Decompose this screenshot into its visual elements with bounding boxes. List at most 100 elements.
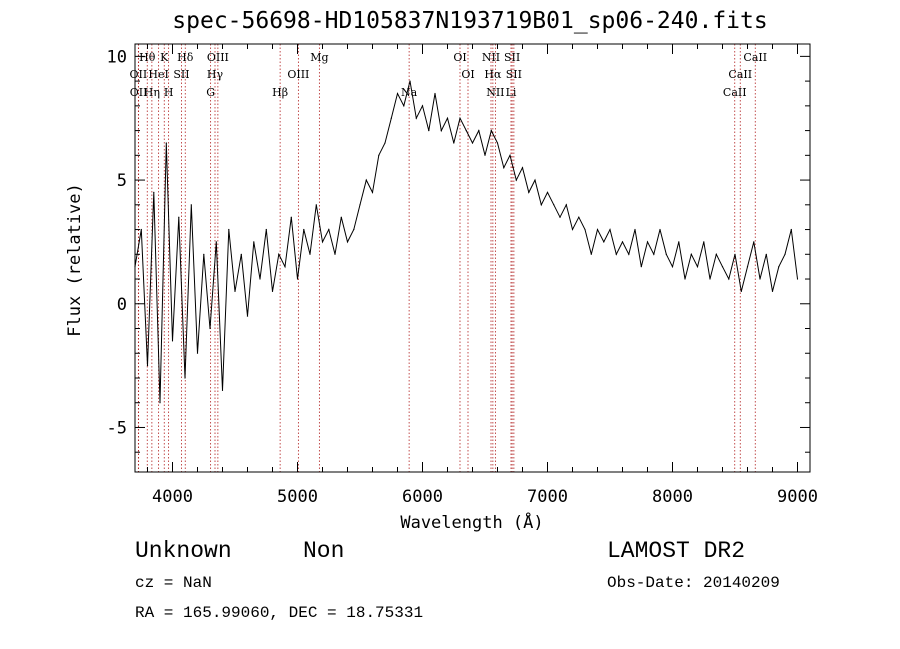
- data-point: [478, 130, 480, 132]
- data-point: [328, 228, 330, 231]
- data-point: [203, 253, 205, 255]
- line-label: SII: [506, 68, 522, 81]
- data-point: [221, 389, 224, 391]
- data-point: [540, 204, 542, 206]
- data-point: [303, 228, 305, 231]
- line-label: SII: [504, 51, 520, 64]
- line-label: SII: [173, 68, 189, 81]
- data-point: [371, 191, 374, 193]
- data-point: [290, 216, 292, 218]
- data-point: [534, 179, 536, 181]
- redshift-cz: cz = NaN: [135, 574, 212, 592]
- line-label: NII: [486, 86, 504, 99]
- data-point: [653, 253, 655, 255]
- observation-date: Obs-Date: 20140209: [607, 574, 780, 592]
- line-label: Hθ: [139, 51, 156, 64]
- data-point: [484, 154, 486, 156]
- object-class: Unknown: [135, 538, 232, 564]
- data-point: [346, 241, 349, 243]
- data-point: [378, 154, 380, 156]
- data-point: [159, 402, 161, 404]
- line-label: OI: [461, 68, 474, 81]
- data-point: [340, 216, 342, 218]
- data-point: [509, 154, 511, 156]
- data-point: [565, 204, 567, 206]
- data-point: [621, 241, 624, 243]
- data-point: [771, 290, 774, 292]
- spectrum-series: [134, 80, 799, 404]
- x-tick-label: 4000: [152, 487, 193, 507]
- data-point: [321, 241, 324, 243]
- line-label: H: [164, 86, 174, 99]
- data-point: [140, 228, 142, 231]
- data-point: [734, 253, 736, 255]
- data-point: [646, 241, 649, 243]
- spectral-line-markers: [137, 44, 756, 472]
- x-axis-label: Wavelength (Å): [400, 511, 543, 533]
- data-point: [490, 130, 492, 132]
- data-point: [640, 266, 642, 268]
- data-point: [503, 167, 505, 169]
- data-point: [428, 130, 430, 132]
- data-point: [171, 340, 174, 342]
- line-label: OI: [453, 51, 466, 64]
- object-subclass: Non: [303, 538, 345, 564]
- data-point: [390, 117, 392, 119]
- data-point: [584, 228, 586, 231]
- data-point: [596, 228, 599, 231]
- data-point: [515, 179, 517, 181]
- data-point: [315, 204, 317, 206]
- data-point: [603, 241, 605, 243]
- line-label: Mg: [310, 51, 328, 64]
- data-point: [396, 92, 399, 95]
- data-point: [284, 266, 286, 268]
- line-label: CaII: [723, 86, 747, 99]
- data-point: [721, 266, 724, 268]
- data-point: [740, 290, 742, 292]
- data-point: [334, 253, 336, 255]
- data-point: [559, 216, 561, 218]
- data-point: [278, 253, 280, 255]
- data-point: [146, 365, 149, 367]
- data-point: [628, 253, 630, 255]
- data-point: [196, 352, 199, 354]
- survey-name: LAMOST DR2: [607, 538, 746, 564]
- data-point: [753, 241, 755, 243]
- data-point: [615, 253, 617, 255]
- data-point: [778, 266, 780, 268]
- data-point: [178, 216, 180, 218]
- data-point: [528, 191, 530, 193]
- line-label: Hγ: [207, 68, 224, 81]
- data-point: [296, 278, 299, 280]
- data-point: [271, 290, 274, 292]
- y-tick-label: -5: [107, 418, 127, 438]
- line-label: Hη: [144, 86, 160, 99]
- data-point: [384, 142, 386, 144]
- data-point: [459, 117, 461, 119]
- data-point: [790, 228, 792, 231]
- chart-title: spec-56698-HD105837N193719B01_sp06-240.f…: [172, 8, 768, 34]
- data-point: [403, 105, 405, 107]
- data-point: [265, 228, 267, 231]
- data-point: [709, 278, 711, 280]
- data-point: [471, 142, 474, 144]
- data-point: [521, 167, 524, 169]
- spectrum-line: [134, 80, 798, 403]
- data-point: [665, 253, 667, 255]
- line-label: Na: [401, 86, 418, 99]
- data-point: [228, 228, 230, 231]
- data-point: [359, 204, 361, 206]
- data-point: [209, 327, 211, 330]
- line-label: CaII: [743, 51, 767, 64]
- y-tick-label: 10: [107, 47, 127, 67]
- line-label: OII: [130, 68, 148, 81]
- line-label: Hα: [484, 68, 502, 81]
- data-point: [496, 142, 499, 144]
- data-point: [234, 290, 236, 292]
- data-point: [153, 191, 155, 193]
- data-point: [634, 228, 636, 231]
- data-point: [715, 253, 717, 255]
- line-label: Hδ: [177, 51, 194, 64]
- axis-ticks: 4000 5000 6000 7000 8000 9000 -5 0 5 10: [107, 44, 818, 507]
